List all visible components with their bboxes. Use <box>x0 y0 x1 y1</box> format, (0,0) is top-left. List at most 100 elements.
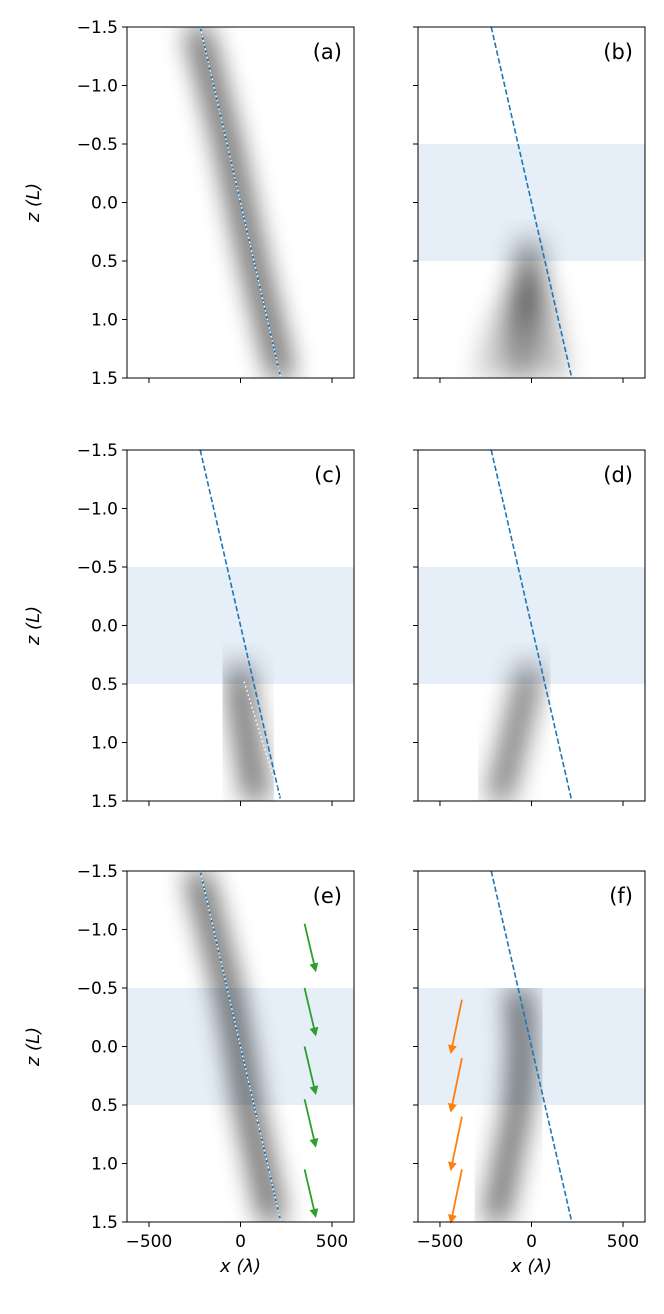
x-axis-label: x (λ) <box>219 1256 261 1277</box>
beam-intensity <box>243 759 259 763</box>
beam-intensity <box>517 309 531 313</box>
beam-intensity <box>479 374 497 377</box>
beam-intensity <box>545 371 563 375</box>
y-tick-label: 0.5 <box>91 675 118 695</box>
beam-intensity <box>502 754 517 758</box>
beam-intensity <box>504 744 520 748</box>
beam-intensity <box>233 1064 251 1071</box>
beam-intensity <box>516 326 530 330</box>
beam-intensity <box>499 309 518 313</box>
beam-intensity <box>497 774 513 778</box>
beam-intensity <box>245 1128 262 1135</box>
beam-intensity <box>517 319 530 323</box>
beam-intensity <box>499 766 514 770</box>
beam-intensity <box>516 324 530 328</box>
beam-intensity <box>533 304 551 307</box>
beam-intensity <box>494 321 512 324</box>
beam-intensity <box>492 329 510 332</box>
beam-intensity <box>531 296 549 299</box>
beam-intensity <box>521 671 536 675</box>
beam-intensity <box>488 342 506 346</box>
beam-intensity <box>493 327 511 330</box>
beam-intensity <box>494 786 510 790</box>
beam-intensity <box>533 306 551 309</box>
beam-intensity <box>232 669 248 673</box>
beam-intensity <box>530 294 548 297</box>
beam-intensity <box>512 1085 528 1090</box>
beam-intensity <box>514 1058 529 1063</box>
x-tick-label: 500 <box>607 1232 639 1252</box>
beam-intensity <box>512 284 531 287</box>
beam-intensity <box>522 662 537 666</box>
beam-intensity <box>210 952 228 960</box>
beam-intensity <box>247 788 263 792</box>
beam-intensity <box>494 788 509 792</box>
beam-intensity <box>542 355 560 359</box>
beam-intensity <box>504 1136 520 1141</box>
beam-intensity <box>500 1155 516 1161</box>
beam-intensity <box>191 882 209 890</box>
beam-intensity <box>511 718 526 722</box>
beam-intensity <box>509 1108 526 1114</box>
beam-intensity <box>480 372 498 375</box>
beam-intensity <box>207 97 225 104</box>
beam-intensity <box>266 342 283 350</box>
white-dotted-line <box>199 27 282 378</box>
beam-intensity <box>522 253 536 257</box>
beam-intensity <box>508 730 523 734</box>
beam-intensity <box>528 287 546 291</box>
beam-intensity <box>510 723 525 727</box>
y-tick-label: 0.5 <box>91 1096 118 1116</box>
beam-intensity <box>498 1163 515 1168</box>
beam-intensity <box>238 732 255 736</box>
beam-intensity <box>493 1190 509 1196</box>
beam-intensity <box>227 1028 245 1036</box>
beam-intensity <box>516 276 535 280</box>
y-tick-label: 0.5 <box>91 252 118 272</box>
x-tick-label: −500 <box>417 1232 464 1252</box>
beam-intensity <box>234 705 250 709</box>
beam-intensity <box>517 304 531 308</box>
y-tick-label: 0.0 <box>91 194 118 214</box>
x-axis-label: x (λ) <box>510 1256 552 1277</box>
beam-intensity <box>489 1206 506 1211</box>
white-dotted-line <box>243 681 282 801</box>
beam-intensity <box>537 324 555 328</box>
beam-intensity <box>517 312 531 316</box>
reference-dashed-line <box>490 871 573 1222</box>
beam-intensity <box>501 1147 518 1153</box>
beam-intensity <box>514 1030 529 1036</box>
beam-intensity <box>193 888 211 895</box>
beam-intensity <box>267 348 285 356</box>
beam-intensity <box>234 703 250 707</box>
beam-intensity <box>496 315 515 319</box>
beam-intensity <box>503 749 519 753</box>
y-tick-label: −1.5 <box>77 862 118 882</box>
beam-intensity <box>201 73 219 81</box>
beam-intensity <box>233 679 248 683</box>
beam-intensity <box>490 337 508 340</box>
beam-intensity <box>269 354 286 362</box>
beam-intensity <box>539 335 557 338</box>
beam-intensity <box>532 302 550 305</box>
beam-intensity <box>503 1140 519 1145</box>
beam-intensity <box>232 1058 250 1065</box>
beam-intensity <box>513 1019 529 1024</box>
panel-d: (d) <box>413 449 646 806</box>
panel-label: (c) <box>314 463 342 487</box>
beam-intensity <box>515 703 530 707</box>
beam-intensity <box>497 1167 514 1172</box>
beam-intensity <box>495 781 511 785</box>
beam-intensity <box>515 701 531 705</box>
beam-intensity <box>528 285 546 289</box>
beam-intensity <box>480 370 498 373</box>
beam-intensity <box>190 876 208 884</box>
beam-intensity <box>539 339 557 342</box>
beam-intensity <box>516 331 530 335</box>
beam-intensity <box>508 1112 525 1118</box>
beam-intensity <box>490 335 508 338</box>
beam-intensity <box>538 332 556 336</box>
beam-intensity <box>514 365 528 369</box>
beam-intensity <box>513 1027 529 1032</box>
beam-intensity <box>264 337 282 344</box>
